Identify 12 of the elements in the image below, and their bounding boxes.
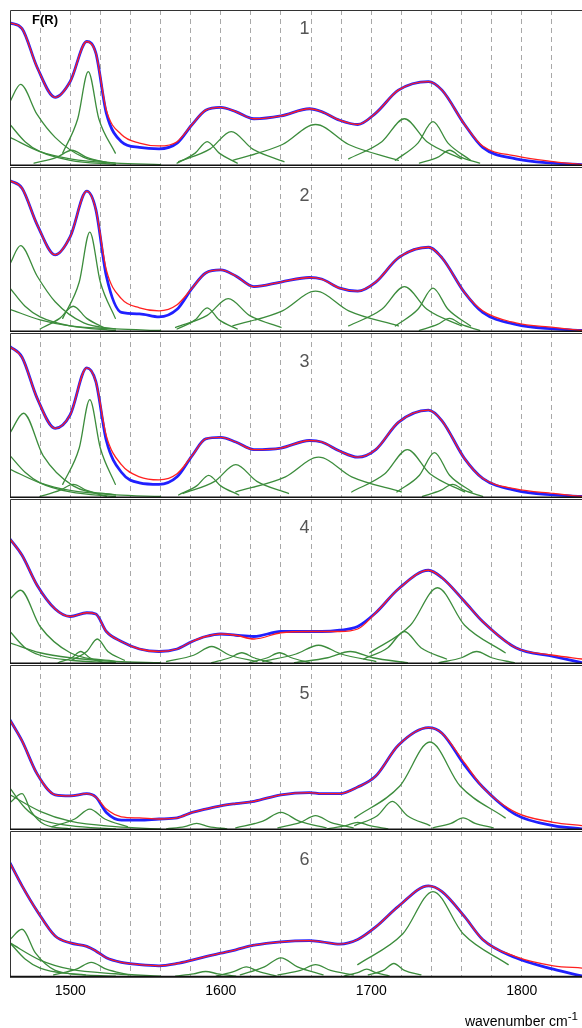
annotation: 2 — [299, 184, 310, 205]
y-axis-title: F(R) — [32, 12, 58, 28]
x-axis-title: wavenumber cm$^{-1}$ — [463, 1008, 579, 1028]
x-tick-label: 1500 — [54, 982, 86, 999]
text: 5 — [299, 682, 310, 703]
x-tick-label: 1800 — [506, 982, 538, 999]
text: 4 — [299, 516, 310, 537]
annotation: 6 — [299, 848, 310, 869]
x-tick-label: 1700 — [355, 982, 388, 999]
annotation: 3 — [299, 350, 310, 371]
annotation: 1 — [299, 17, 310, 38]
x-tick-label: 1600 — [205, 982, 237, 999]
